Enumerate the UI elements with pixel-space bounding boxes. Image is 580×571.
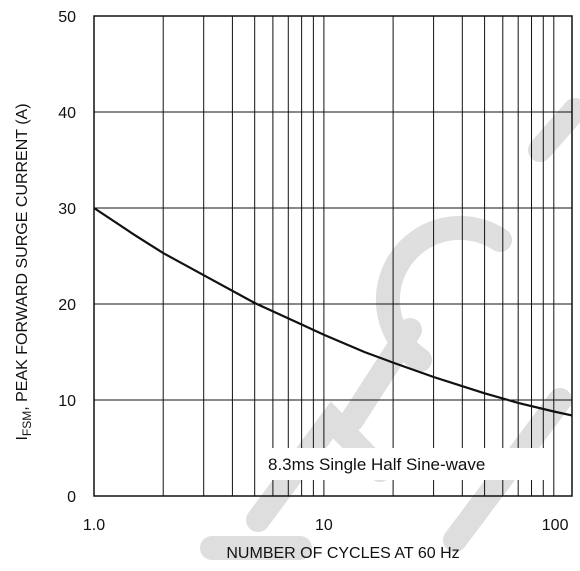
watermark-stroke xyxy=(528,98,580,162)
y-tick-label: 10 xyxy=(58,393,76,410)
annotation-text: 8.3ms Single Half Sine-wave xyxy=(268,455,485,474)
y-axis-title-main: I xyxy=(14,436,31,440)
y-axis-title: IFSM, PEAK FORWARD SURGE CURRENT (A) xyxy=(14,103,34,440)
watermark-stroke xyxy=(375,215,512,372)
x-tick-label: 10 xyxy=(315,517,333,534)
x-tick-label: 1.0 xyxy=(83,517,105,534)
y-tick-label: 20 xyxy=(58,297,76,314)
annotation-box xyxy=(258,448,552,480)
y-tick-label: 50 xyxy=(58,9,76,26)
y-axis-title-rest: , PEAK FORWARD SURGE CURRENT (A) xyxy=(14,103,31,410)
grid xyxy=(94,16,572,496)
y-tick-label: 30 xyxy=(58,201,76,218)
x-axis-title: NUMBER OF CYCLES AT 60 Hz xyxy=(226,545,459,562)
y-tick-label: 0 xyxy=(67,489,76,506)
y-tick-labels: 0 10 20 30 40 50 xyxy=(58,9,76,506)
x-tick-label: 100 xyxy=(542,517,569,534)
series-line xyxy=(93,207,573,417)
plot-frame xyxy=(93,15,573,497)
y-axis-title-subscript: FSM xyxy=(20,411,34,436)
x-tick-labels: 1.0 10 100 xyxy=(83,517,569,534)
y-tick-label: 40 xyxy=(58,105,76,122)
